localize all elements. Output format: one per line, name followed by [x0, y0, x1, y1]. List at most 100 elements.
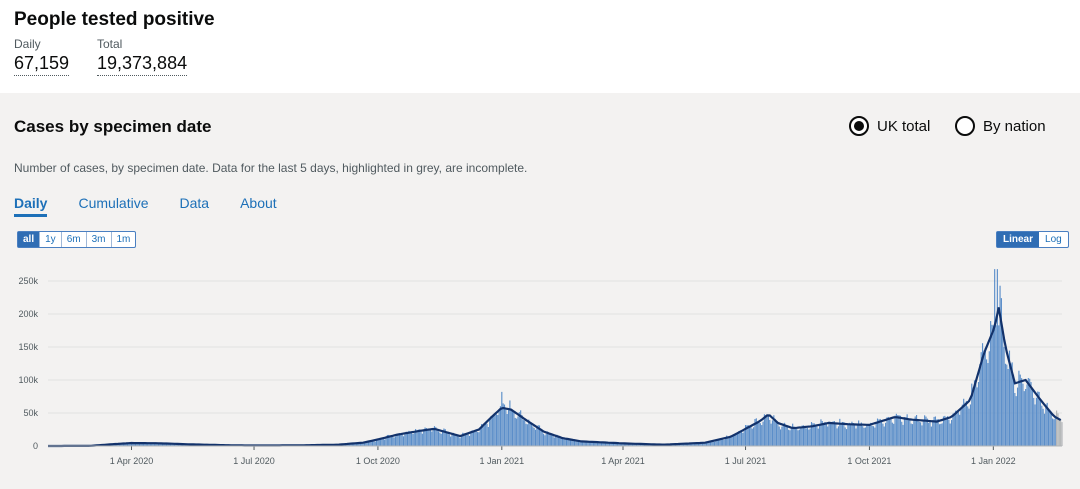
daily-bar — [714, 441, 716, 446]
daily-bar — [751, 428, 753, 446]
daily-bar — [606, 442, 608, 446]
daily-bar — [1006, 364, 1008, 446]
daily-bar — [443, 428, 445, 446]
daily-bar — [823, 423, 825, 446]
daily-bar — [353, 443, 355, 446]
daily-bar — [767, 416, 770, 446]
daily-bar — [740, 431, 743, 446]
daily-bar — [674, 444, 677, 446]
daily-bar — [839, 418, 841, 446]
tab-cumulative[interactable]: Cumulative — [78, 195, 149, 211]
radio-by-nation[interactable]: By nation — [955, 116, 1046, 136]
daily-bar — [976, 387, 978, 446]
range-1y-button[interactable]: 1y — [40, 232, 62, 247]
daily-bar — [143, 443, 145, 446]
daily-bar — [909, 419, 911, 446]
daily-value[interactable]: 67,159 — [14, 53, 70, 76]
daily-bar — [843, 422, 845, 446]
daily-bar — [932, 420, 934, 446]
tab-data[interactable]: Data — [179, 195, 210, 211]
daily-bar — [701, 443, 704, 446]
daily-bar — [451, 433, 453, 446]
total-label: Total — [97, 37, 123, 51]
daily-bar — [835, 423, 837, 446]
daily-bar — [735, 432, 737, 446]
daily-bar — [820, 419, 822, 446]
scale-log-button[interactable]: Log — [1045, 234, 1062, 245]
daily-bar — [977, 382, 980, 446]
daily-bar — [875, 421, 877, 446]
range-3m-button[interactable]: 3m — [87, 232, 112, 247]
daily-bar — [396, 433, 398, 446]
daily-bar — [176, 444, 178, 446]
daily-bar — [876, 418, 879, 446]
daily-bar — [703, 443, 705, 446]
daily-bar — [929, 421, 931, 446]
daily-bar — [1007, 369, 1009, 446]
daily-bar — [132, 442, 134, 446]
daily-bar — [502, 403, 504, 446]
daily-bar — [1022, 383, 1024, 446]
daily-bar — [708, 441, 710, 446]
daily-bar — [489, 419, 491, 446]
daily-bar — [883, 426, 885, 446]
daily-bar — [514, 417, 516, 446]
daily-stat: Daily 67,159 — [14, 37, 70, 76]
daily-bar — [845, 429, 848, 446]
daily-bar — [499, 406, 502, 446]
daily-bar — [957, 411, 959, 446]
range-all-button[interactable]: all — [18, 232, 41, 247]
daily-bar — [454, 434, 456, 446]
daily-bar — [761, 425, 763, 446]
daily-bar — [779, 429, 782, 446]
daily-bar — [557, 435, 559, 446]
incomplete-bar — [1058, 420, 1060, 446]
daily-bar — [724, 437, 726, 446]
daily-bar — [159, 443, 161, 446]
daily-bar — [983, 350, 985, 446]
daily-bar — [707, 441, 709, 446]
daily-bar — [880, 421, 883, 446]
daily-bar — [793, 426, 795, 446]
daily-bar — [594, 441, 596, 446]
daily-bar — [370, 441, 372, 446]
daily-bar — [494, 414, 496, 446]
daily-bar — [513, 410, 515, 446]
daily-bar — [510, 409, 512, 446]
range-1m-button[interactable]: 1m — [116, 234, 131, 245]
daily-bar — [984, 347, 986, 446]
daily-bar — [408, 430, 410, 446]
cases-chart[interactable]: 0 50k 100k 150k 200k 250k 1 Apr 2020 1 Jul 2020… — [0, 93, 1080, 489]
tab-daily[interactable]: Daily — [14, 195, 48, 217]
daily-bar — [381, 438, 383, 446]
daily-bar — [569, 439, 572, 446]
daily-bar — [872, 426, 875, 446]
daily-bar — [980, 352, 982, 446]
x-tick-label: 1 Oct 2020 — [356, 456, 400, 466]
radio-uk-total[interactable]: UK total — [849, 116, 930, 136]
daily-bar — [969, 404, 972, 446]
daily-bar — [797, 430, 799, 446]
daily-bar — [144, 443, 146, 446]
scale-linear-button[interactable]: Linear — [997, 232, 1040, 247]
daily-bar — [1038, 391, 1040, 446]
daily-bar — [140, 443, 142, 446]
daily-bar — [990, 321, 992, 446]
daily-bar — [153, 442, 155, 446]
radio-uk-label: UK total — [877, 117, 931, 135]
daily-bar — [582, 442, 584, 446]
daily-bar — [157, 443, 159, 446]
daily-bar — [863, 427, 865, 446]
total-value[interactable]: 19,373,884 — [97, 53, 188, 76]
tab-about[interactable]: About — [240, 195, 277, 211]
daily-bar — [907, 420, 910, 446]
daily-bar — [755, 418, 757, 446]
daily-bar — [468, 435, 471, 446]
daily-bar — [1046, 402, 1048, 446]
range-6m-button[interactable]: 6m — [62, 232, 87, 247]
daily-bar — [525, 423, 527, 446]
daily-bar — [1002, 333, 1004, 446]
daily-bar — [446, 431, 448, 446]
daily-bar — [986, 359, 988, 446]
incomplete-bar — [1060, 419, 1062, 446]
